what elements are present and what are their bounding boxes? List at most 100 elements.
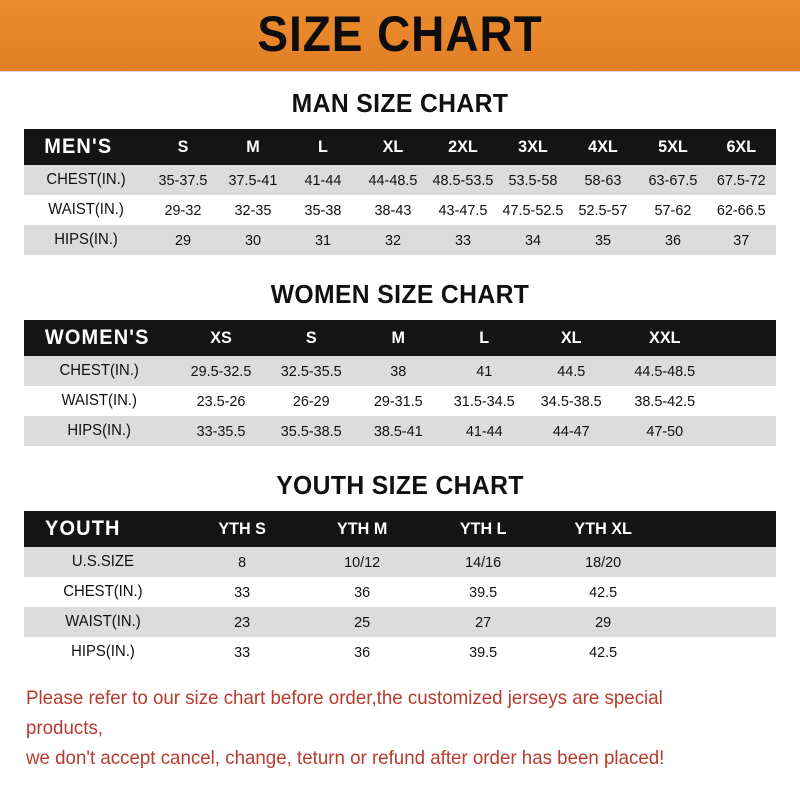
youth-table-header: YOUTH YTH S YTH M YTH L YTH XL	[24, 511, 776, 547]
youth-cell-1-3: 42.5	[588, 583, 618, 601]
youth-cell-0-0: 8	[238, 553, 247, 571]
section-title-youth: YOUTH SIZE CHART	[276, 470, 524, 500]
women-cell-2-2: 38.5-41	[373, 422, 423, 440]
youth-corner-label: YOUTH	[45, 517, 121, 540]
women-table-header: WOMEN'S XS S M L XL XXL	[24, 320, 776, 356]
youth-cell-2-2: 27	[474, 613, 491, 631]
youth-cell-0-2: 14/16	[464, 553, 501, 571]
men-cell-1-7: 57-62	[654, 201, 691, 219]
women-cell-2-3: 41-44	[466, 422, 503, 440]
youth-cell-1-2: 39.5	[468, 583, 497, 601]
men-table-header: MEN'S S M L XL 2XL 3XL 4XL 5XL 6XL	[24, 129, 776, 165]
women-size-col-3: L	[479, 328, 490, 347]
men-cell-1-4: 43-47.5	[438, 201, 488, 219]
section-women: WOMEN SIZE CHART WOMEN'S XS S M L XL XXL	[0, 281, 800, 446]
youth-size-table: YOUTH YTH S YTH M YTH L YTH XL U.S.SIZE …	[24, 511, 776, 667]
youth-cell-0-4	[665, 547, 773, 577]
men-cell-2-2: 31	[314, 231, 331, 249]
women-size-col-6	[717, 320, 774, 356]
men-cell-1-5: 47.5-52.5	[502, 201, 564, 219]
section-title-women: WOMEN SIZE CHART	[270, 279, 530, 309]
men-size-col-8: 6XL	[726, 137, 757, 156]
youth-size-col-3: YTH XL	[574, 519, 632, 538]
women-table-body: CHEST(IN.) 29.5-32.5 32.5-35.5 38 41 44.…	[24, 356, 776, 446]
youth-cell-3-0: 33	[234, 643, 251, 661]
youth-cell-1-0: 33	[234, 583, 251, 601]
women-row-label-1: WAIST(IN.)	[61, 392, 137, 409]
men-cell-0-5: 53.5-58	[508, 171, 558, 189]
youth-row-label-2: WAIST(IN.)	[65, 613, 141, 630]
section-youth: YOUTH SIZE CHART YOUTH YTH S YTH M YTH L…	[0, 472, 800, 667]
youth-table-body: U.S.SIZE 8 10/12 14/16 18/20 CHEST(IN.) …	[24, 547, 776, 667]
page-banner: SIZE CHART	[0, 0, 800, 72]
men-cell-0-6: 58-63	[584, 171, 621, 189]
women-cell-2-0: 33-35.5	[196, 422, 246, 440]
youth-cell-3-1: 36	[354, 643, 371, 661]
men-cell-2-5: 34	[524, 231, 541, 249]
youth-row-label-1: CHEST(IN.)	[63, 583, 143, 600]
order-policy-note: Please refer to our size chart before or…	[26, 683, 744, 773]
men-cell-1-2: 35-38	[304, 201, 342, 219]
men-corner-label: MEN'S	[44, 135, 113, 158]
youth-cell-3-3: 42.5	[588, 643, 618, 661]
table-header-row: YOUTH YTH S YTH M YTH L YTH XL	[24, 511, 776, 547]
women-size-col-2: M	[391, 328, 405, 347]
page-title: SIZE CHART	[257, 6, 543, 62]
men-cell-0-7: 63-67.5	[648, 171, 697, 189]
youth-size-col-4	[666, 511, 773, 547]
table-row: HIPS(IN.) 33 36 39.5 42.5	[24, 637, 776, 667]
women-cell-2-5: 47-50	[646, 422, 684, 440]
women-cell-0-5: 44.5-48.5	[634, 362, 696, 380]
youth-row-label-0: U.S.SIZE	[71, 553, 134, 570]
table-row: WAIST(IN.) 29-32 32-35 35-38 38-43 43-47…	[24, 195, 776, 225]
women-cell-1-2: 29-31.5	[373, 392, 423, 410]
men-cell-0-1: 37.5-41	[228, 171, 278, 189]
men-row-label-2: HIPS(IN.)	[54, 231, 118, 248]
men-row-label-1: WAIST(IN.)	[48, 201, 124, 218]
men-table-body: CHEST(IN.) 35-37.5 37.5-41 41-44 44-48.5…	[24, 165, 776, 255]
youth-cell-2-4	[665, 607, 773, 637]
men-size-col-6: 4XL	[587, 137, 618, 156]
order-policy-note-line-1: Please refer to our size chart before or…	[26, 687, 663, 739]
women-cell-0-0: 29.5-32.5	[190, 362, 252, 380]
women-cell-0-1: 32.5-35.5	[281, 362, 343, 380]
women-cell-0-3: 41	[476, 362, 493, 380]
youth-cell-2-0: 23	[234, 613, 251, 631]
section-title-men: MAN SIZE CHART	[291, 88, 509, 118]
men-size-col-1: M	[246, 137, 260, 156]
men-table-wrapper: MEN'S S M L XL 2XL 3XL 4XL 5XL 6XL CHEST	[24, 129, 776, 255]
youth-cell-2-3: 29	[594, 613, 612, 631]
men-cell-1-1: 32-35	[234, 201, 272, 219]
women-corner-label: WOMEN'S	[44, 326, 150, 349]
women-cell-1-1: 26-29	[293, 392, 331, 410]
men-row-label-0: CHEST(IN.)	[46, 171, 126, 188]
men-cell-2-1: 30	[244, 231, 261, 249]
women-cell-1-0: 23.5-26	[196, 392, 246, 410]
women-cell-0-4: 44.5	[557, 362, 586, 380]
men-cell-0-4: 48.5-53.5	[432, 171, 494, 189]
men-cell-2-4: 33	[454, 231, 471, 249]
men-cell-0-0: 35-37.5	[158, 171, 208, 189]
women-cell-0-6	[717, 356, 775, 386]
men-size-col-3: XL	[382, 137, 404, 156]
men-size-col-2: L	[317, 137, 328, 156]
women-size-col-0: XS	[210, 328, 233, 347]
youth-size-col-2: YTH L	[459, 519, 507, 538]
women-row-label-2: HIPS(IN.)	[67, 422, 132, 439]
youth-row-label-3: HIPS(IN.)	[71, 643, 135, 660]
section-men: MAN SIZE CHART MEN'S S M L XL 2XL	[0, 90, 800, 255]
table-row: HIPS(IN.) 29 30 31 32 33 34 35 36 37	[24, 225, 776, 255]
men-size-col-7: 5XL	[657, 137, 688, 156]
men-size-table: MEN'S S M L XL 2XL 3XL 4XL 5XL 6XL CHEST	[24, 129, 776, 255]
men-cell-0-2: 41-44	[304, 171, 342, 189]
youth-cell-0-3: 18/20	[584, 553, 622, 571]
women-cell-1-3: 31.5-34.5	[454, 392, 515, 410]
women-size-col-4: XL	[560, 328, 582, 347]
women-cell-2-1: 35.5-38.5	[281, 422, 343, 440]
women-size-col-1: S	[306, 328, 318, 347]
youth-table-wrapper: YOUTH YTH S YTH M YTH L YTH XL U.S.SIZE …	[24, 511, 776, 667]
women-cell-1-5: 38.5-42.5	[634, 392, 696, 410]
youth-cell-1-4	[665, 577, 773, 607]
men-size-col-5: 3XL	[517, 137, 548, 156]
